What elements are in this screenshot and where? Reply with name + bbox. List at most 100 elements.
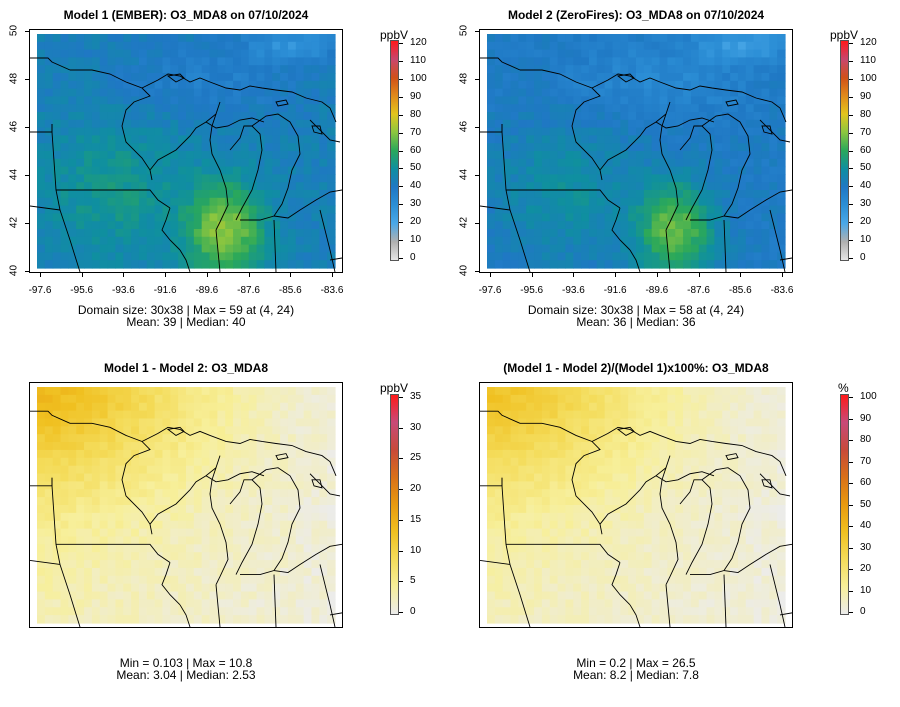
grid-cell [698,229,708,238]
grid-cell [604,158,614,168]
grid-cell [311,73,320,82]
grid-cell [162,174,171,183]
grid-cell [714,197,723,207]
y-tick-mark [475,31,479,32]
grid-cell [123,127,132,136]
grid-cell [233,418,242,427]
grid-cell [186,104,195,113]
grid-cell [675,112,684,121]
grid-cell [612,229,621,238]
grid-cell [620,244,629,253]
grid-cell [233,151,242,160]
grid-cell [534,560,543,569]
grid-cell [280,481,289,490]
boundary-line [229,479,263,575]
grid-cell [186,418,195,427]
grid-cell [84,252,93,261]
grid-cell [541,426,551,435]
grid-cell [573,442,582,451]
grid-cell [596,426,606,435]
grid-cell [68,80,77,90]
grid-cell [502,174,512,183]
grid-cell [201,465,211,475]
grid-cell [264,197,273,207]
stats-line-1: Domain size: 30x38 | Max = 59 at (4, 24) [77,303,295,317]
grid-cell [487,151,496,160]
grid-cell [209,607,218,616]
grid-cell [620,567,629,577]
grid-cell [643,229,653,238]
grid-cell [68,512,77,522]
grid-cell [99,536,109,545]
grid-cell [146,252,156,261]
grid-cell [636,213,645,222]
grid-cell [193,599,203,608]
grid-cell [777,512,786,522]
grid-cell [487,143,496,152]
grid-cell [675,252,684,261]
grid-cell [76,104,85,113]
grid-cell [565,583,574,593]
grid-cell [651,560,661,569]
grid-cell [643,410,653,420]
grid-cell [52,442,62,451]
grid-cell [154,143,164,152]
grid-cell [256,520,266,530]
grid-cell [115,260,124,269]
grid-cell [68,143,77,152]
grid-cell [502,73,512,82]
colorbar-tick [399,258,403,259]
grid-cell [683,260,692,269]
colorbar-label: 40 [410,180,422,192]
grid-cell [777,213,786,222]
grid-cell [272,591,281,600]
grid-cell [777,166,786,175]
grid-cell [178,236,187,246]
grid-cell [303,402,313,412]
grid-cell [753,96,763,105]
grid-cell [675,434,684,443]
grid-cell [131,560,140,569]
grid-cell [91,143,101,152]
grid-cell [581,119,590,129]
grid-cell [201,41,211,51]
grid-cell [494,34,504,43]
grid-cell [68,205,77,214]
grid-cell [115,236,124,246]
grid-cell [303,127,313,136]
grid-cell [115,465,124,475]
grid-cell [737,394,747,404]
grid-cell [84,205,93,214]
grid-cell [233,410,242,420]
grid-cell [131,260,140,269]
grid-cell [604,229,614,238]
grid-cell [581,434,590,443]
grid-cell [612,244,621,253]
grid-cell [541,544,551,553]
grid-cell [620,112,629,121]
grid-cell [659,426,668,435]
grid-cell [52,174,62,183]
grid-cell [526,205,535,214]
grid-cell [311,41,320,51]
colorbar-tick [849,547,853,549]
grid-cell [487,575,496,585]
grid-cell [233,394,242,404]
grid-cell [549,65,559,74]
grid-cell [84,481,93,490]
grid-cell [60,583,69,593]
grid-cell [91,119,101,129]
grid-cell [44,197,54,207]
grid-cell [659,599,668,608]
grid-cell [256,434,266,443]
grid-cell [280,135,289,144]
grid-cell [549,34,559,43]
grid-cell [683,449,692,459]
grid-cell [565,387,574,396]
grid-cell [162,449,171,459]
grid-cell [745,418,755,427]
grid-cell [502,528,512,538]
grid-cell [162,426,171,435]
grid-cell [178,252,187,261]
grid-cell [557,599,567,608]
